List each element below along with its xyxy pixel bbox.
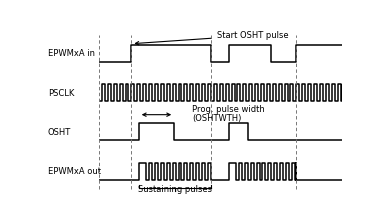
Text: Start OSHT pulse: Start OSHT pulse <box>135 31 288 45</box>
Text: Sustaining pulses: Sustaining pulses <box>138 185 212 194</box>
Text: PSCLK: PSCLK <box>48 89 74 98</box>
Text: OSHT: OSHT <box>48 128 71 137</box>
Text: EPWMxA in: EPWMxA in <box>48 50 95 58</box>
Text: EPWMxA out: EPWMxA out <box>48 167 101 176</box>
Text: (OSHTWTH): (OSHTWTH) <box>192 114 241 123</box>
Text: Prog. pulse width: Prog. pulse width <box>192 105 264 114</box>
